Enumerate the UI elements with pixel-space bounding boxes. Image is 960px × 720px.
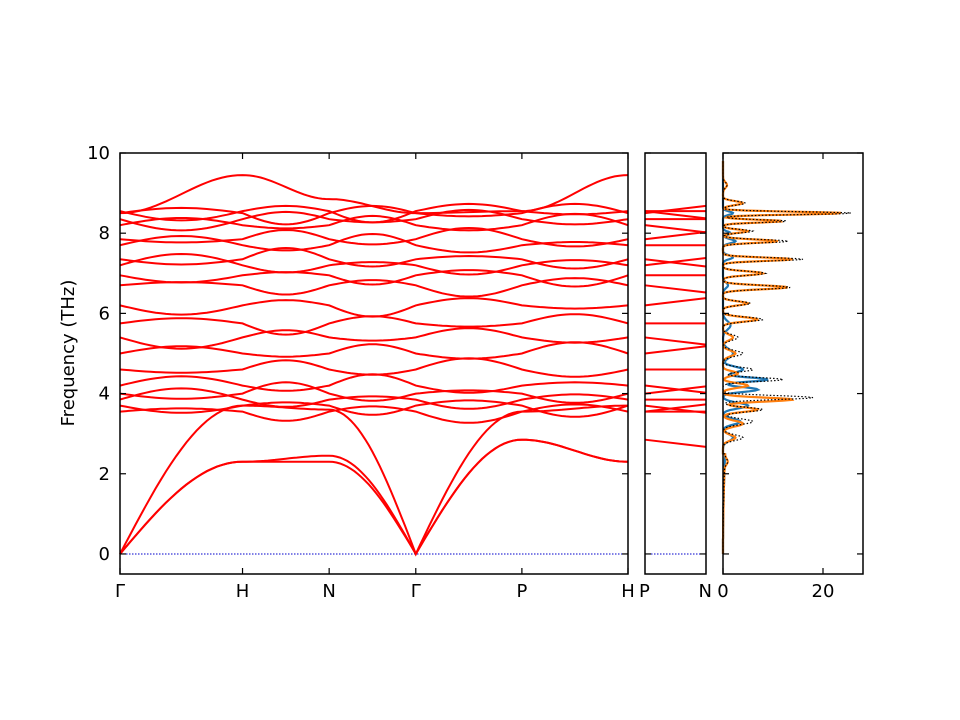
phonon-band-optical-19 xyxy=(119,202,629,224)
path-label-2: P xyxy=(639,581,650,602)
phonon-band-pn-12 xyxy=(644,284,707,294)
y-tick-label: 8 xyxy=(99,223,110,244)
y-tick-label: 0 xyxy=(99,544,110,565)
band-plot-frame xyxy=(119,152,629,575)
phonon-band-pn-2 xyxy=(644,403,707,413)
phonon-band-optical-5 xyxy=(119,357,629,378)
y-tick-label: 4 xyxy=(99,384,110,405)
phonon-band-optical-7 xyxy=(119,327,629,350)
dos-x-tick-label: 20 xyxy=(812,581,835,602)
dos-plot-frame xyxy=(722,152,864,575)
phonon-dos-panel: 0 20 xyxy=(717,152,864,602)
phonon-band-optical-1 xyxy=(119,399,629,418)
phonon-band-optical-13 xyxy=(119,246,629,270)
phonon-band-optical-12 xyxy=(119,252,629,276)
phonon-band-pn-21 xyxy=(644,210,707,220)
path-label: H xyxy=(621,581,635,602)
phonon-band-optical-9 xyxy=(119,297,629,318)
dos-series-1 xyxy=(721,161,842,554)
phonon-band-optical-10 xyxy=(119,277,629,298)
path-label: H xyxy=(236,581,250,602)
phonon-band-optical-3 xyxy=(119,381,629,404)
dos-series-2 xyxy=(722,161,851,554)
phonon-band-pn-3 xyxy=(644,404,707,414)
phonon-band-pn-17 xyxy=(644,230,707,241)
phonon-band-acoustic-1 xyxy=(119,438,629,557)
phonon-band-pn-11 xyxy=(644,297,707,307)
path-label: Γ xyxy=(115,581,125,602)
path-label: P xyxy=(516,581,527,602)
y-axis-title: Frequency (THz) xyxy=(58,280,79,427)
band-plot-frame-2 xyxy=(644,152,707,575)
phonon-band-top xyxy=(119,174,629,215)
phonon-band-optical-2 xyxy=(119,387,629,410)
phonon-band-optical-16 xyxy=(119,212,629,232)
phonon-band-optical-15 xyxy=(119,226,629,248)
path-label-2: N xyxy=(699,581,712,602)
path-label: Γ xyxy=(411,581,421,602)
phonon-band-pn-8 xyxy=(644,345,707,355)
band-structure-panel: 0 2 4 6 8 10 Γ H N Γ P H xyxy=(87,143,635,602)
phonon-band-pn-18 xyxy=(644,224,707,234)
phonon-band-pn-6 xyxy=(644,384,707,394)
phonon-band-pn-14 xyxy=(644,257,707,267)
path-label: N xyxy=(322,581,335,602)
phonon-band-acoustic-2 xyxy=(119,404,628,557)
phonon-band-optical-6 xyxy=(119,341,629,360)
y-tick-label: 2 xyxy=(99,464,110,485)
phonon-band-pn-15 xyxy=(644,258,707,268)
dos-x-tick-label: 0 xyxy=(717,581,728,602)
phonon-band-pn-9 xyxy=(644,336,707,346)
phonon-band-optical-11 xyxy=(119,269,629,288)
phonon-band-pn-0 xyxy=(644,438,707,448)
y-tick-label: 6 xyxy=(99,303,110,324)
y-tick-label: 10 xyxy=(87,143,110,164)
